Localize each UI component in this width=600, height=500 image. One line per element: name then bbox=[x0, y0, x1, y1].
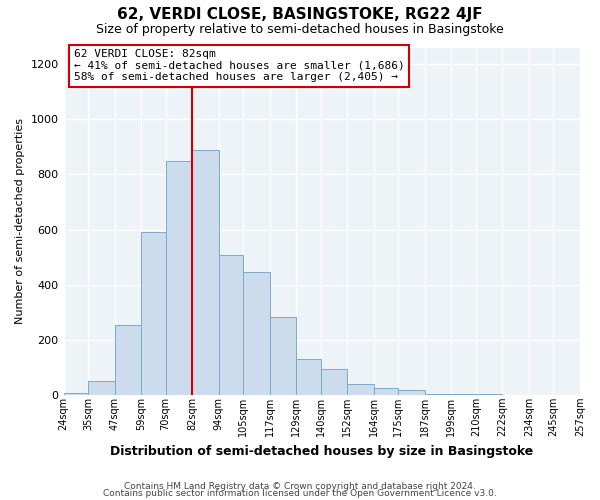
Bar bbox=[269, 316, 296, 396]
Bar bbox=[243, 272, 269, 396]
Bar bbox=[476, 394, 502, 396]
Bar bbox=[374, 388, 398, 396]
Bar bbox=[166, 160, 192, 396]
Bar bbox=[320, 368, 347, 396]
Text: 62 VERDI CLOSE: 82sqm
← 41% of semi-detached houses are smaller (1,686)
58% of s: 62 VERDI CLOSE: 82sqm ← 41% of semi-deta… bbox=[74, 49, 404, 82]
Bar bbox=[115, 325, 141, 396]
Bar bbox=[219, 254, 243, 396]
Bar bbox=[451, 394, 476, 396]
Bar bbox=[64, 392, 88, 396]
Text: Contains public sector information licensed under the Open Government Licence v3: Contains public sector information licen… bbox=[103, 490, 497, 498]
Text: 62, VERDI CLOSE, BASINGSTOKE, RG22 4JF: 62, VERDI CLOSE, BASINGSTOKE, RG22 4JF bbox=[117, 8, 483, 22]
Y-axis label: Number of semi-detached properties: Number of semi-detached properties bbox=[15, 118, 25, 324]
Bar bbox=[296, 360, 320, 396]
Bar bbox=[398, 390, 425, 396]
Bar bbox=[553, 394, 580, 396]
Bar bbox=[141, 232, 166, 396]
Bar bbox=[347, 384, 374, 396]
Bar bbox=[425, 394, 451, 396]
Text: Size of property relative to semi-detached houses in Basingstoke: Size of property relative to semi-detach… bbox=[96, 22, 504, 36]
Bar bbox=[88, 382, 115, 396]
Bar bbox=[192, 150, 219, 396]
Text: Contains HM Land Registry data © Crown copyright and database right 2024.: Contains HM Land Registry data © Crown c… bbox=[124, 482, 476, 491]
X-axis label: Distribution of semi-detached houses by size in Basingstoke: Distribution of semi-detached houses by … bbox=[110, 444, 533, 458]
